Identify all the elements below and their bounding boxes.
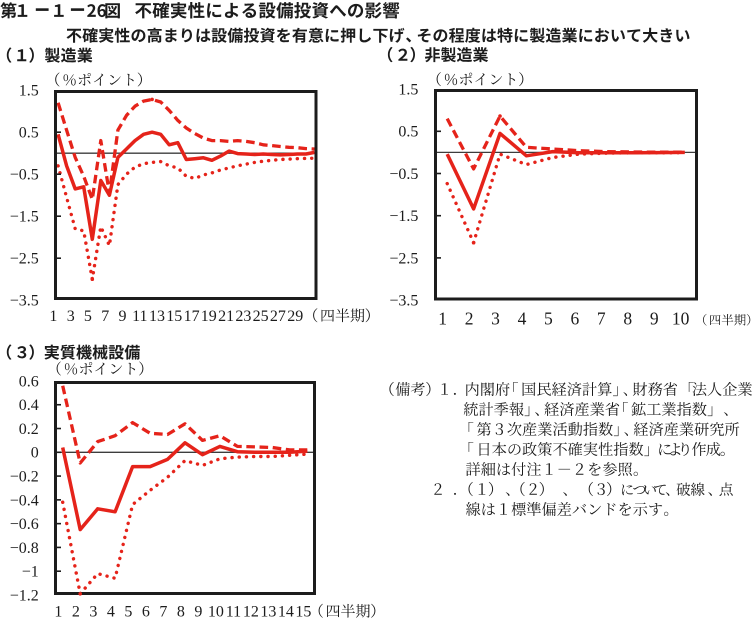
svg-text:−3.5: −3.5 xyxy=(389,293,418,310)
svg-text:9: 9 xyxy=(119,308,127,325)
svg-text:−0.4: −0.4 xyxy=(10,492,39,509)
svg-text:5: 5 xyxy=(544,309,553,329)
svg-text:2: 2 xyxy=(72,604,80,621)
svg-text:0.5: 0.5 xyxy=(398,124,418,141)
svg-text:9: 9 xyxy=(194,604,202,621)
svg-text:10: 10 xyxy=(672,309,690,329)
svg-text:7: 7 xyxy=(101,308,109,325)
svg-text:−1.5: −1.5 xyxy=(10,209,39,226)
svg-text:−2.5: −2.5 xyxy=(389,250,418,267)
svg-text:5: 5 xyxy=(84,308,92,325)
svg-text:3: 3 xyxy=(89,604,97,621)
svg-text:−1.2: −1.2 xyxy=(10,587,39,604)
svg-text:17: 17 xyxy=(184,308,200,325)
svg-text:−0.5: −0.5 xyxy=(389,166,418,183)
svg-text:8: 8 xyxy=(177,604,185,621)
svg-text:−1.5: −1.5 xyxy=(389,208,418,225)
svg-text:0.4: 0.4 xyxy=(19,397,39,414)
svg-text:0.2: 0.2 xyxy=(19,421,39,438)
svg-text:11: 11 xyxy=(132,308,147,325)
svg-text:19: 19 xyxy=(201,308,217,325)
svg-text:−1: −1 xyxy=(22,564,39,581)
svg-text:29: 29 xyxy=(287,308,303,325)
svg-text:−0.5: −0.5 xyxy=(10,167,39,184)
svg-text:13: 13 xyxy=(149,308,165,325)
svg-text:6: 6 xyxy=(142,604,150,621)
svg-text:0: 0 xyxy=(31,445,39,462)
svg-text:0.6: 0.6 xyxy=(19,373,39,390)
svg-text:1: 1 xyxy=(49,308,57,325)
svg-text:−2.5: −2.5 xyxy=(10,251,39,268)
svg-text:4: 4 xyxy=(518,309,527,329)
svg-text:8: 8 xyxy=(623,309,632,329)
svg-text:9: 9 xyxy=(650,309,659,329)
svg-text:4: 4 xyxy=(107,604,115,621)
svg-text:25: 25 xyxy=(253,308,269,325)
svg-text:1: 1 xyxy=(54,604,62,621)
svg-text:−3.5: −3.5 xyxy=(10,293,39,310)
svg-text:3: 3 xyxy=(67,308,75,325)
svg-text:15: 15 xyxy=(166,308,182,325)
svg-text:23: 23 xyxy=(235,308,251,325)
svg-text:3: 3 xyxy=(491,309,500,329)
svg-text:1: 1 xyxy=(438,309,447,329)
svg-text:−0.2: −0.2 xyxy=(10,469,39,486)
svg-text:7: 7 xyxy=(597,309,606,329)
svg-text:1.5: 1.5 xyxy=(19,83,39,100)
svg-text:0.5: 0.5 xyxy=(19,125,39,142)
svg-text:−0.8: −0.8 xyxy=(10,540,39,557)
svg-text:15: 15 xyxy=(295,604,311,621)
svg-text:2: 2 xyxy=(465,309,474,329)
svg-text:1.5: 1.5 xyxy=(398,82,418,99)
svg-text:21: 21 xyxy=(218,308,234,325)
svg-text:14: 14 xyxy=(278,604,294,621)
svg-text:27: 27 xyxy=(270,308,286,325)
svg-text:13: 13 xyxy=(260,604,276,621)
svg-text:10: 10 xyxy=(208,604,224,621)
svg-text:7: 7 xyxy=(159,604,167,621)
svg-text:−0.6: −0.6 xyxy=(10,516,39,533)
svg-text:12: 12 xyxy=(243,604,259,621)
svg-text:5: 5 xyxy=(124,604,132,621)
svg-text:6: 6 xyxy=(571,309,580,329)
svg-text:11: 11 xyxy=(226,604,241,621)
